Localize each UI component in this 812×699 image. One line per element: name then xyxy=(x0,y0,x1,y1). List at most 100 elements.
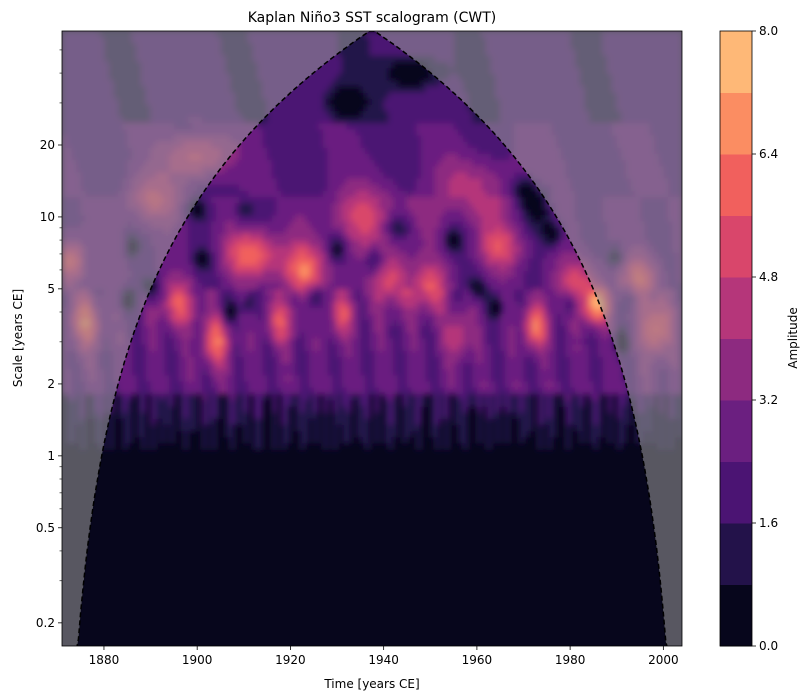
heatmap-cell xyxy=(304,172,310,180)
heatmap-cell xyxy=(225,215,231,223)
heatmap-cell xyxy=(355,252,361,260)
heatmap-cell xyxy=(365,110,371,118)
heatmap-cell xyxy=(318,123,324,130)
heatmap-cell xyxy=(341,129,347,137)
heatmap-cell xyxy=(495,221,501,229)
heatmap-cell xyxy=(201,264,208,272)
heatmap-cell xyxy=(542,240,548,247)
heatmap-cell xyxy=(295,252,301,260)
heatmap-cell xyxy=(243,240,250,247)
heatmap-cell xyxy=(323,172,329,180)
heatmap-cell xyxy=(332,80,338,87)
heatmap-cell xyxy=(388,135,394,143)
heatmap-cell xyxy=(327,215,333,223)
heatmap-cell xyxy=(243,203,250,210)
heatmap-cell xyxy=(309,86,315,94)
heatmap-cell xyxy=(472,209,478,217)
heatmap-cell xyxy=(425,172,431,180)
heatmap-cell xyxy=(341,141,347,149)
heatmap-cell xyxy=(281,240,287,247)
heatmap-cell xyxy=(206,227,212,235)
heatmap-cell xyxy=(500,221,506,229)
heatmap-cell xyxy=(360,123,366,130)
heatmap-cell xyxy=(183,227,189,235)
heatmap-cell xyxy=(323,233,329,241)
heatmap-cell xyxy=(402,86,408,94)
heatmap-cell xyxy=(243,147,250,155)
heatmap-cell xyxy=(495,246,501,253)
heatmap-cell xyxy=(495,154,501,161)
heatmap-cell xyxy=(448,246,455,253)
heatmap-cell xyxy=(420,110,427,118)
heatmap-cell xyxy=(276,184,282,192)
heatmap-cell xyxy=(481,258,487,266)
heatmap-cell xyxy=(271,178,278,186)
heatmap-cell xyxy=(378,233,385,241)
heatmap-cell xyxy=(318,221,324,229)
heatmap-cell xyxy=(220,240,226,247)
heatmap-cell xyxy=(444,123,450,130)
heatmap-cell xyxy=(448,258,455,266)
heatmap-cell xyxy=(295,190,301,198)
heatmap-cell xyxy=(267,117,273,124)
heatmap-cell xyxy=(229,197,236,204)
heatmap-cell xyxy=(467,141,473,149)
heatmap-cell xyxy=(462,190,469,198)
heatmap-cell xyxy=(392,209,399,217)
heatmap-cell xyxy=(481,246,487,253)
heatmap-cell xyxy=(243,197,250,204)
heatmap-cell xyxy=(420,190,427,198)
heatmap-cell xyxy=(514,215,520,223)
heatmap-cell xyxy=(285,160,292,167)
heatmap-cell xyxy=(392,160,399,167)
heatmap-cell xyxy=(397,221,403,229)
heatmap-cell xyxy=(500,227,506,235)
heatmap-cell xyxy=(383,43,389,51)
heatmap-cell xyxy=(369,203,375,210)
heatmap-cell xyxy=(243,258,250,266)
heatmap-cell xyxy=(369,43,375,51)
heatmap-cell xyxy=(383,154,389,161)
heatmap-cell xyxy=(215,209,222,217)
heatmap-cell xyxy=(453,98,459,106)
heatmap-cell xyxy=(360,43,366,51)
heatmap-cell xyxy=(355,240,361,247)
heatmap-cell xyxy=(248,258,254,266)
heatmap-cell xyxy=(267,203,273,210)
heatmap-cell xyxy=(523,221,529,229)
heatmap-cell xyxy=(290,184,296,192)
heatmap-cell xyxy=(346,135,352,143)
heatmap-cell xyxy=(453,209,459,217)
heatmap-cell xyxy=(486,154,492,161)
heatmap-cell xyxy=(490,209,497,217)
heatmap-cell xyxy=(425,227,431,235)
heatmap-cell xyxy=(430,252,436,260)
heatmap-cell xyxy=(509,203,515,210)
heatmap-cell xyxy=(388,166,394,174)
heatmap-cell xyxy=(383,49,389,57)
heatmap-cell xyxy=(411,98,417,106)
heatmap-cell xyxy=(365,160,371,167)
heatmap-cell xyxy=(490,246,497,253)
heatmap-cell xyxy=(425,80,431,87)
heatmap-cell xyxy=(420,215,427,223)
heatmap-cell xyxy=(262,147,268,155)
heatmap-cell xyxy=(290,258,296,266)
heatmap-cell xyxy=(444,184,450,192)
heatmap-cell xyxy=(337,166,343,174)
heatmap-cell xyxy=(332,197,338,204)
heatmap-cell xyxy=(281,203,287,210)
heatmap-cell xyxy=(351,215,357,223)
heatmap-cell xyxy=(304,190,310,198)
heatmap-cell xyxy=(420,92,427,100)
heatmap-cell xyxy=(299,110,305,118)
heatmap-cell xyxy=(481,178,487,186)
heatmap-cell xyxy=(462,197,469,204)
heatmap-cell xyxy=(416,147,422,155)
heatmap-cell xyxy=(365,197,371,204)
heatmap-cell xyxy=(248,227,254,235)
heatmap-cell xyxy=(285,258,292,266)
heatmap-cell xyxy=(542,197,548,204)
heatmap-cell xyxy=(374,147,380,155)
heatmap-cell xyxy=(420,86,427,94)
